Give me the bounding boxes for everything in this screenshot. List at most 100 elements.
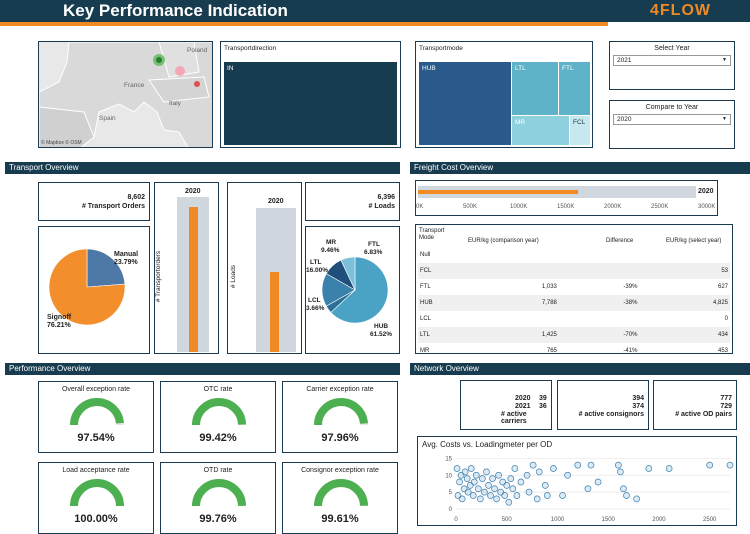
table-row[interactable]: LTL 1,425 -70% 434 — [418, 327, 730, 343]
table-row[interactable]: MR 765 -41% 453 — [418, 343, 730, 359]
scatter-point[interactable] — [464, 488, 472, 496]
scatter-point[interactable] — [529, 461, 537, 469]
scatter-point[interactable] — [501, 492, 509, 499]
table-row[interactable]: Null — [418, 247, 730, 263]
axis-tick: 1500K — [557, 204, 575, 210]
map-label-france: France — [124, 82, 145, 89]
scatter-point[interactable] — [474, 485, 482, 493]
scatter-point[interactable] — [511, 465, 519, 472]
select-year-dropdown[interactable]: 2021 ▼ — [613, 55, 731, 66]
signoff-pie-chart[interactable] — [49, 249, 129, 329]
scatter-chart[interactable]: 0 5 10 15 0 500 1000 1500 2000 2500 — [418, 437, 738, 527]
scatter-point[interactable] — [559, 492, 566, 499]
scatter-point[interactable] — [594, 478, 602, 486]
scatter-point[interactable] — [456, 478, 463, 486]
scatter-point[interactable] — [513, 492, 521, 499]
table-row[interactable]: FTL 1,033 -39% 627 — [418, 279, 730, 295]
scatter-point[interactable] — [541, 482, 549, 489]
map-marker-red[interactable] — [194, 81, 200, 87]
table-header-select: EUR/kg (select year) — [666, 238, 722, 244]
map-panel[interactable]: Poland France Italy Spain © Mapbox © OSM — [38, 41, 213, 148]
gauge-arc[interactable] — [311, 478, 371, 510]
scatter-point[interactable] — [458, 495, 466, 503]
gauge-arc[interactable] — [67, 397, 127, 429]
active-od-pairs-kpi: 777 729 # active OD pairs — [653, 380, 737, 430]
table-row[interactable]: HUB 7,788 -38% 4,825 — [418, 295, 730, 311]
map-markers[interactable] — [149, 52, 209, 92]
scatter-point[interactable] — [503, 482, 511, 489]
bar-2021[interactable] — [270, 272, 279, 352]
bar-2021[interactable] — [189, 207, 198, 352]
scatter-point[interactable] — [505, 498, 513, 506]
transportmode-tile-ltl[interactable]: LTL — [512, 62, 558, 115]
gauge-fill — [314, 398, 368, 426]
scatter-point[interactable] — [461, 468, 469, 476]
scatter-point[interactable] — [469, 492, 477, 499]
scatter-point[interactable] — [533, 495, 541, 503]
scatter-point[interactable] — [483, 468, 490, 476]
table-row[interactable]: LCL 0 — [418, 311, 730, 327]
table-cell: LTL — [418, 327, 449, 343]
scatter-point[interactable] — [477, 495, 484, 503]
transportmode-tile-mr[interactable]: MR — [512, 116, 569, 145]
scatter-point[interactable] — [453, 465, 461, 472]
scatter-point[interactable] — [617, 468, 624, 476]
gauge-arc[interactable] — [189, 478, 249, 510]
scatter-point[interactable] — [633, 495, 640, 503]
scatter-point[interactable] — [491, 485, 498, 493]
scatter-point[interactable] — [493, 495, 500, 503]
scatter-point[interactable] — [481, 488, 488, 496]
transportmode-tile-fcl[interactable]: FCL — [570, 116, 590, 145]
signoff-pie-panel: Manual 23.79% Signoff 76.21% — [38, 226, 150, 354]
map-label-italy: Italy — [169, 100, 181, 107]
scatter-point[interactable] — [587, 461, 595, 469]
scatter-point[interactable] — [564, 471, 571, 479]
scatter-point[interactable] — [726, 461, 734, 469]
kpi-label: # Transport Orders — [81, 203, 145, 210]
scatter-point[interactable] — [623, 492, 630, 499]
scatter-point[interactable] — [543, 492, 551, 499]
scatter-point[interactable] — [495, 471, 502, 479]
scatter-point[interactable] — [525, 488, 533, 496]
gauge-value: 99.76% — [199, 513, 237, 525]
scatter-point[interactable] — [489, 475, 496, 482]
scatter-point[interactable] — [574, 461, 582, 469]
scatter-point[interactable] — [487, 492, 494, 499]
bar-2021[interactable] — [418, 190, 578, 194]
mode-pie-panel: MR 9.46% FTL 6.83% LTL 16.00% LCL 3.66% … — [305, 226, 400, 354]
compare-year-dropdown[interactable]: 2020 ▼ — [613, 114, 731, 125]
transportdirection-tile-in[interactable]: IN — [224, 62, 397, 145]
pie-slice-signoff[interactable] — [49, 249, 126, 326]
gauge-title: OTC rate — [203, 386, 233, 393]
scatter-point[interactable] — [472, 471, 480, 479]
scatter-point[interactable] — [523, 471, 531, 479]
transportmode-tile-hub[interactable]: HUB — [419, 62, 511, 145]
scatter-point[interactable] — [706, 461, 714, 469]
scatter-point[interactable] — [470, 478, 478, 486]
scatter-point[interactable] — [665, 465, 673, 472]
pie-slice-manual[interactable] — [86, 249, 126, 288]
scatter-point[interactable] — [550, 465, 557, 472]
scatter-point[interactable] — [615, 461, 622, 469]
gauge-arc[interactable] — [311, 397, 371, 429]
scatter-point[interactable] — [507, 475, 515, 482]
scatter-point[interactable] — [584, 485, 592, 493]
gauge-arc[interactable] — [189, 397, 249, 429]
scatter-point[interactable] — [467, 465, 475, 472]
table-row[interactable]: FCL 53 — [418, 263, 730, 279]
scatter-point[interactable] — [509, 485, 517, 493]
pie-slice-ftl[interactable] — [340, 257, 356, 291]
table-cell: Null — [420, 252, 431, 258]
scatter-point[interactable] — [620, 485, 627, 493]
pie-slice-hub[interactable] — [330, 257, 388, 323]
scatter-point[interactable] — [485, 482, 492, 489]
map-marker-pink[interactable] — [175, 66, 185, 76]
gauge-arc[interactable] — [67, 478, 127, 510]
transportmode-tile-ftl[interactable]: FTL — [559, 62, 590, 115]
scatter-point[interactable] — [535, 468, 543, 476]
scatter-point[interactable] — [645, 465, 653, 472]
scatter-point[interactable] — [517, 478, 525, 486]
mode-pie-chart[interactable] — [322, 257, 388, 323]
scatter-point[interactable] — [463, 475, 471, 482]
scatter-point[interactable] — [479, 475, 486, 482]
